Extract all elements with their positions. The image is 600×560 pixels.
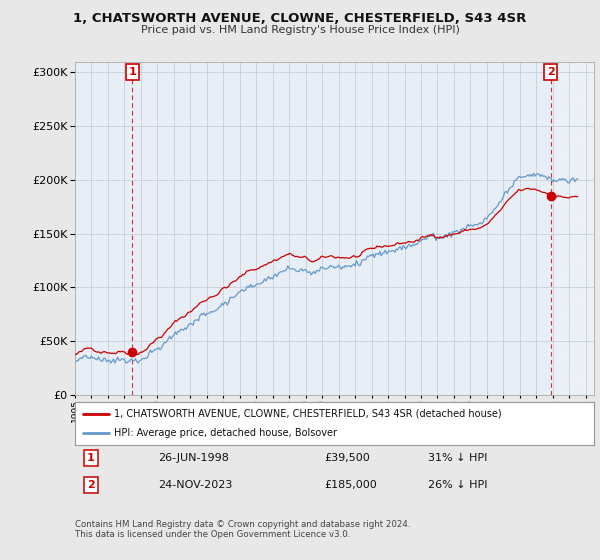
Text: Price paid vs. HM Land Registry's House Price Index (HPI): Price paid vs. HM Land Registry's House … <box>140 25 460 35</box>
Text: 31% ↓ HPI: 31% ↓ HPI <box>428 454 487 463</box>
Text: 1, CHATSWORTH AVENUE, CLOWNE, CHESTERFIELD, S43 4SR: 1, CHATSWORTH AVENUE, CLOWNE, CHESTERFIE… <box>73 12 527 25</box>
Text: £39,500: £39,500 <box>324 454 370 463</box>
Text: 1: 1 <box>128 67 136 77</box>
Text: 24-NOV-2023: 24-NOV-2023 <box>158 480 232 489</box>
Text: HPI: Average price, detached house, Bolsover: HPI: Average price, detached house, Bols… <box>114 428 337 438</box>
Text: 1: 1 <box>86 454 94 463</box>
Text: Contains HM Land Registry data © Crown copyright and database right 2024.
This d: Contains HM Land Registry data © Crown c… <box>75 520 410 539</box>
Text: 26% ↓ HPI: 26% ↓ HPI <box>428 480 487 489</box>
Text: 26-JUN-1998: 26-JUN-1998 <box>158 454 229 463</box>
Text: 2: 2 <box>547 67 554 77</box>
Text: 2: 2 <box>86 480 94 489</box>
Text: 1, CHATSWORTH AVENUE, CLOWNE, CHESTERFIELD, S43 4SR (detached house): 1, CHATSWORTH AVENUE, CLOWNE, CHESTERFIE… <box>114 409 502 419</box>
Text: £185,000: £185,000 <box>324 480 377 489</box>
Bar <box>551 62 594 395</box>
